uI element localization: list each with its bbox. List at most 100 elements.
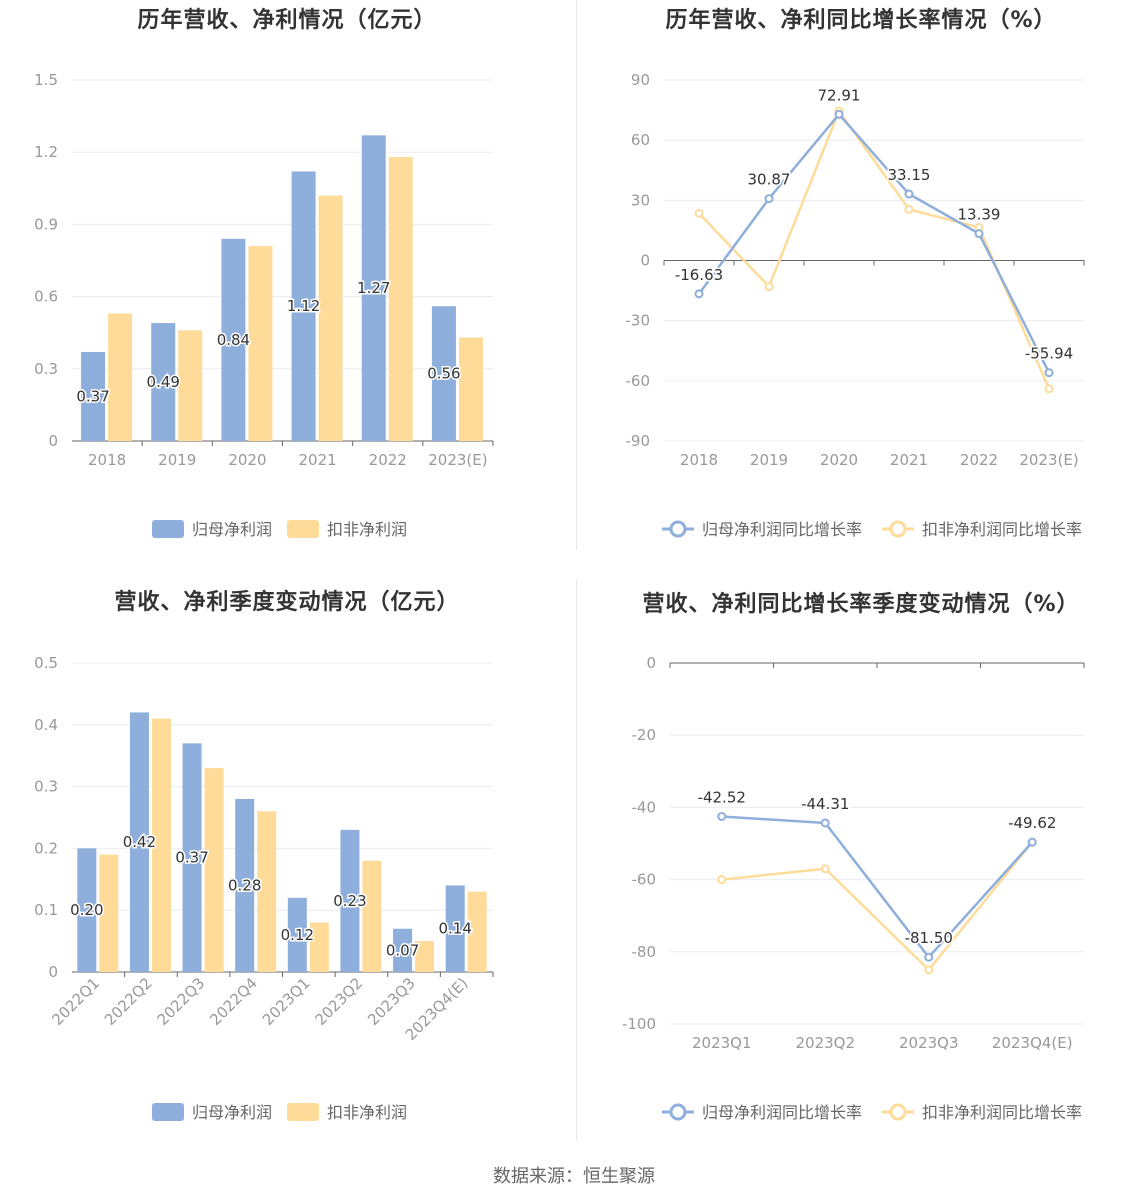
annual-growth-panel: 历年营收、净利同比增长率情况（%） -90 -60 -30 0 30 60 90 2018 20…: [574, 0, 1148, 580]
legend-label: 归母净利润: [192, 1103, 272, 1122]
data-label: 0.20: [70, 901, 103, 919]
x-tick-label: 2023Q1: [259, 974, 314, 1029]
data-label: 0.14: [438, 920, 471, 938]
bar-non-recurring-net-profit: [467, 891, 487, 972]
x-tick-label: 2022Q2: [101, 974, 156, 1029]
quarterly-growth-panel: 营收、净利同比增长率季度变动情况（%） -100 -80 -60 -40 -20 0 202…: [574, 582, 1148, 1162]
panel-divider-bottom: [576, 580, 577, 1140]
x-tick-label: 2023Q3: [899, 1034, 959, 1052]
y-tick-label: 0: [640, 252, 650, 270]
data-point: [717, 811, 727, 821]
bar-non-recurring-net-profit: [178, 330, 203, 441]
bar-non-recurring-net-profit: [388, 157, 413, 441]
data-label: -55.94: [1025, 345, 1073, 363]
bar-non-recurring-net-profit: [458, 337, 483, 441]
data-label: 0.49: [147, 373, 180, 391]
legend-swatch: [152, 1103, 184, 1121]
legend-marker: [669, 520, 687, 538]
data-label: -16.63: [675, 266, 723, 284]
x-tick-label: 2020: [228, 451, 266, 469]
y-tick-label: 0.3: [34, 360, 58, 378]
x-tick-label: 2021: [890, 451, 928, 469]
legend-swatch: [287, 520, 319, 538]
x-tick-label: 2022: [960, 451, 998, 469]
data-label: -42.52: [698, 788, 746, 806]
y-tick-label: 90: [631, 71, 650, 89]
bar-parent-net-profit: [291, 171, 316, 441]
x-tick-label: 2023Q1: [692, 1034, 752, 1052]
data-point: [820, 818, 830, 828]
data-label: 0.84: [217, 331, 250, 349]
series-line-parent-growth: [721, 815, 1034, 959]
bar-parent-net-profit: [340, 829, 360, 972]
legend-label: 归母净利润同比增长率: [702, 520, 862, 539]
chart-title: 历年营收、净利情况（亿元）: [137, 8, 437, 33]
y-tick-label: 1.2: [34, 143, 58, 161]
x-tick-label: 2023Q4(E): [992, 1034, 1073, 1052]
bar-parent-net-profit: [182, 743, 202, 972]
legend-label: 扣非净利润同比增长率: [922, 520, 1082, 539]
bar-parent-net-profit: [151, 323, 176, 441]
legend-label: 扣非净利润同比增长率: [922, 1103, 1082, 1122]
bar-non-recurring-net-profit: [204, 768, 224, 972]
x-tick-label: 2023Q2: [311, 974, 366, 1029]
y-tick-label: 0: [48, 432, 58, 450]
legend-label: 归母净利润: [192, 520, 272, 539]
x-tick-label: 2022Q4: [206, 974, 261, 1029]
legend-label: 扣非净利润: [327, 1103, 407, 1122]
bar-non-recurring-net-profit: [99, 854, 119, 972]
bar-parent-net-profit: [221, 238, 246, 441]
data-label: 33.15: [888, 166, 931, 184]
bar-parent-net-profit: [393, 928, 413, 972]
data-point: [764, 194, 774, 204]
data-label: 30.87: [748, 171, 791, 189]
bar-parent-net-profit: [287, 897, 307, 972]
data-point: [694, 289, 704, 299]
bar-parent-net-profit: [235, 798, 255, 972]
legend-label: 扣非净利润: [327, 520, 407, 539]
x-tick-label: 2019: [750, 451, 788, 469]
panel-divider-top: [576, 0, 577, 550]
data-point: [694, 208, 704, 218]
annual-profit-chart: 0 0.3 0.6 0.9 1.2 1.5 0.37 2018 0.49 2019 0.84 2020…: [34, 71, 494, 539]
legend-swatch: [287, 1103, 319, 1121]
data-point: [924, 965, 934, 975]
y-tick-label: 0.1: [34, 901, 58, 919]
data-point: [1044, 384, 1054, 394]
data-point: [924, 952, 934, 962]
y-tick-label: -80: [632, 943, 657, 961]
y-tick-label: 0: [48, 963, 58, 981]
legend-swatch: [152, 520, 184, 538]
quarterly-growth-chart: -100 -80 -60 -40 -20 0 2023Q1 2023Q2 2023Q3 2023Q…: [622, 654, 1085, 1122]
data-point: [1027, 837, 1037, 847]
data-label: 0.28: [228, 876, 261, 894]
series-line-non-recurring-growth: [721, 841, 1034, 972]
bar-non-recurring-net-profit: [248, 246, 273, 441]
legend-marker: [889, 1103, 907, 1121]
data-label: 1.27: [357, 279, 390, 297]
y-tick-label: -60: [626, 372, 651, 390]
x-tick-label: 2021: [298, 451, 336, 469]
series-line-parent-growth: [697, 113, 1051, 374]
quarterly-profit-chart: 0 0.1 0.2 0.3 0.4 0.5 0.20 2022Q1 0.42 2022Q2 0.37…: [34, 654, 494, 1122]
bar-parent-net-profit: [431, 306, 456, 441]
y-tick-label: 0.9: [34, 215, 58, 233]
y-tick-label: 0.5: [34, 654, 58, 672]
y-tick-label: 0.3: [34, 778, 58, 796]
data-label: 0.37: [76, 387, 109, 405]
data-label: 0.23: [333, 892, 366, 910]
bar-parent-net-profit: [129, 712, 149, 972]
data-point: [1044, 368, 1054, 378]
bar-non-recurring-net-profit: [108, 313, 133, 441]
x-tick-label: 2018: [680, 451, 718, 469]
y-tick-label: -60: [632, 871, 657, 889]
quarterly-profit-panel: 营收、净利季度变动情况（亿元） 0 0.1 0.2 0.3 0.4 0.5 0.20 2022…: [0, 582, 574, 1162]
y-tick-label: -30: [626, 312, 651, 330]
bar-non-recurring-net-profit: [415, 941, 435, 972]
data-point: [834, 109, 844, 119]
x-tick-label: 2023Q3: [364, 974, 419, 1029]
data-label: 0.12: [281, 926, 314, 944]
x-tick-label: 2018: [88, 451, 126, 469]
y-tick-label: 0.6: [34, 288, 58, 306]
data-source-footer: 数据来源：恒生聚源: [493, 1166, 655, 1187]
